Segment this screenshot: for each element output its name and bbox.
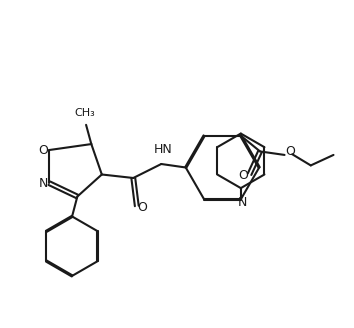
Text: O: O [285,145,295,158]
Text: N: N [238,196,247,209]
Text: O: O [137,201,147,214]
Text: HN: HN [154,143,172,156]
Text: O: O [38,144,48,156]
Text: O: O [238,170,248,182]
Text: CH₃: CH₃ [74,108,95,118]
Text: N: N [38,177,48,190]
